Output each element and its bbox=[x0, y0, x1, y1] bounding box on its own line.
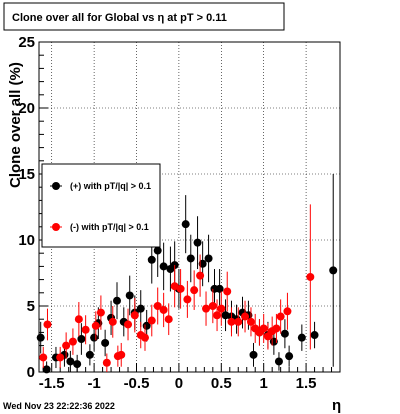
data-point bbox=[74, 315, 83, 324]
data-point bbox=[96, 308, 105, 317]
data-point bbox=[234, 317, 243, 326]
timestamp: Wed Nov 23 22:22:36 2022 bbox=[3, 401, 115, 411]
data-point bbox=[215, 284, 224, 293]
y-tick-label: 5 bbox=[27, 298, 35, 315]
legend-marker-plus bbox=[52, 182, 60, 190]
data-point bbox=[213, 311, 222, 320]
data-point bbox=[159, 305, 168, 314]
data-point bbox=[186, 254, 195, 263]
data-point bbox=[77, 335, 86, 343]
y-tick-label: 10 bbox=[18, 232, 35, 249]
data-point bbox=[176, 284, 185, 293]
data-point bbox=[227, 317, 236, 326]
legend-marker-minus bbox=[52, 223, 60, 231]
data-point bbox=[223, 287, 232, 296]
data-point bbox=[153, 302, 162, 310]
data-point bbox=[66, 357, 75, 366]
data-point bbox=[108, 317, 117, 326]
plot-frame bbox=[38, 41, 341, 373]
data-point bbox=[90, 333, 99, 342]
data-point bbox=[43, 320, 52, 329]
data-point bbox=[196, 271, 205, 280]
data-point bbox=[117, 350, 126, 359]
data-point bbox=[102, 358, 111, 367]
data-point bbox=[85, 350, 94, 359]
chart-title: Clone over all for Global vs η at pT > 0… bbox=[12, 12, 227, 24]
x-tick-label: -1.5 bbox=[39, 375, 65, 392]
data-point bbox=[217, 304, 226, 313]
x-axis-label: η bbox=[332, 397, 341, 414]
data-point bbox=[39, 353, 48, 362]
data-point bbox=[208, 302, 217, 310]
data-point bbox=[190, 286, 199, 295]
data-point bbox=[164, 315, 173, 324]
data-point bbox=[159, 262, 168, 271]
x-tick-label: 0.5 bbox=[211, 375, 232, 392]
data-point bbox=[147, 316, 156, 325]
data-point bbox=[62, 341, 71, 350]
x-tick-label: -1 bbox=[87, 375, 100, 392]
data-point bbox=[42, 365, 51, 374]
data-point bbox=[81, 325, 90, 334]
data-point bbox=[68, 337, 77, 346]
data-point bbox=[56, 353, 65, 362]
x-tick-label: -0.5 bbox=[124, 375, 150, 392]
data-point bbox=[285, 352, 294, 361]
data-point bbox=[198, 259, 207, 268]
data-point bbox=[259, 324, 268, 333]
data-point bbox=[241, 312, 250, 321]
data-point bbox=[147, 255, 156, 264]
data-point bbox=[140, 333, 149, 342]
data-point bbox=[113, 296, 122, 305]
data-point bbox=[283, 307, 292, 316]
data-point bbox=[136, 304, 145, 313]
data-point bbox=[246, 317, 255, 326]
data-point bbox=[280, 329, 289, 338]
data-point bbox=[297, 333, 306, 342]
series-minus bbox=[39, 204, 315, 372]
data-point bbox=[306, 272, 315, 281]
data-point bbox=[276, 312, 285, 321]
legend-label-plus: (+) with pT/|q| > 0.1 bbox=[70, 181, 151, 191]
data-marks bbox=[36, 174, 338, 374]
data-point bbox=[204, 254, 213, 263]
axes: -1.5 -1 -0.5 0 0.5 1 1.5 0 5 10 15 20 25 bbox=[18, 34, 333, 392]
legend-label-minus: (-) with pT/|q| > 0.1 bbox=[70, 222, 149, 232]
data-point bbox=[193, 238, 202, 247]
legend-box bbox=[41, 163, 161, 248]
x-tick-label: 1.5 bbox=[296, 375, 317, 392]
data-point bbox=[274, 357, 283, 366]
data-point bbox=[181, 220, 190, 229]
x-tick-label: 0 bbox=[175, 375, 183, 392]
y-tick-label: 15 bbox=[18, 166, 35, 183]
data-point bbox=[91, 321, 100, 330]
y-axis-label: Clone over all (%) bbox=[7, 62, 24, 188]
legend: (+) with pT/|q| > 0.1 (-) with pT/|q| > … bbox=[41, 163, 161, 248]
data-point bbox=[249, 350, 258, 359]
y-tick-label: 25 bbox=[18, 34, 35, 51]
data-point bbox=[202, 304, 211, 313]
data-point bbox=[183, 295, 192, 304]
x-tick-label: 1 bbox=[260, 375, 268, 392]
data-point bbox=[329, 266, 338, 275]
y-tick-label: 0 bbox=[27, 364, 35, 381]
data-point bbox=[101, 338, 110, 347]
data-point bbox=[272, 324, 281, 333]
data-point bbox=[124, 320, 133, 329]
data-point bbox=[310, 331, 319, 340]
y-tick-label: 20 bbox=[18, 100, 35, 117]
data-point bbox=[130, 311, 139, 320]
data-point bbox=[125, 291, 134, 300]
data-point bbox=[153, 246, 162, 255]
title-box bbox=[3, 2, 285, 31]
data-point bbox=[73, 360, 82, 369]
data-point bbox=[36, 333, 45, 342]
